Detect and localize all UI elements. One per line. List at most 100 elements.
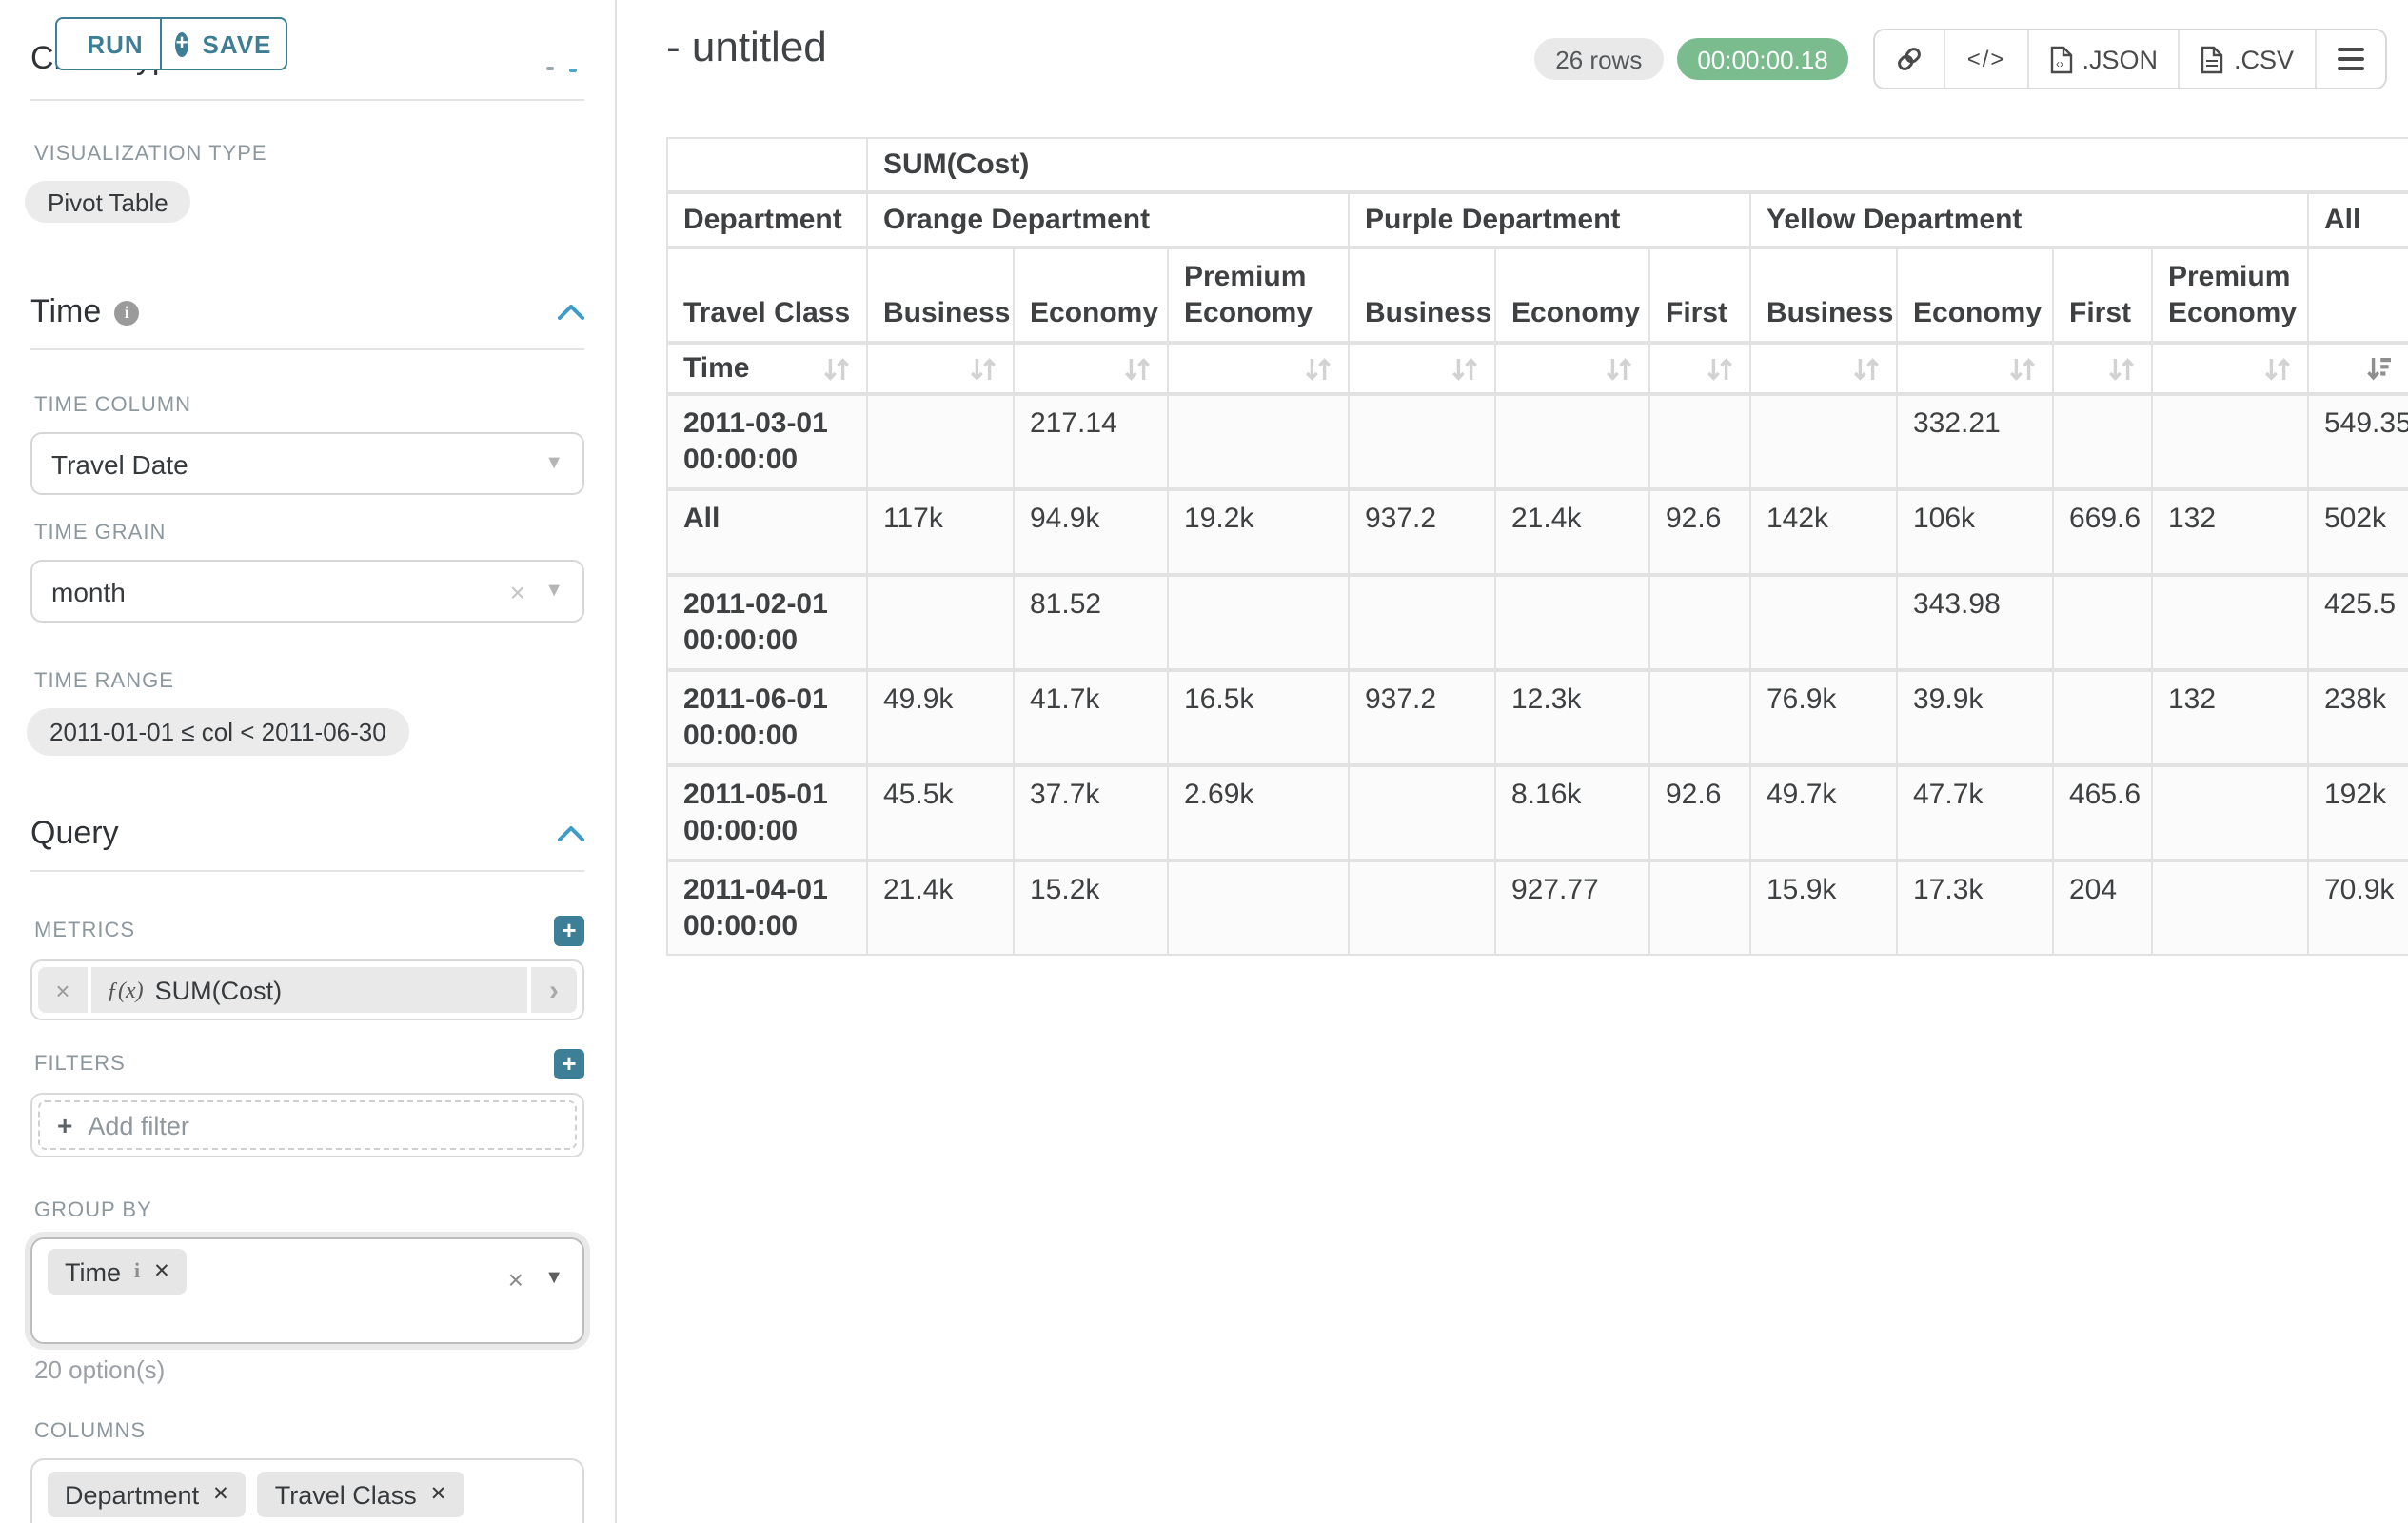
- sort-icon[interactable]: [969, 355, 997, 382]
- pivot-value-cell: 76.9k: [1751, 672, 1896, 763]
- pivot-value-cell: 37.7k: [1015, 767, 1167, 859]
- pivot-value-cell: 94.9k: [1015, 491, 1167, 573]
- pivot-value-cell: [1496, 577, 1648, 668]
- collapse-chevron-icon[interactable]: [558, 826, 584, 841]
- remove-tag-icon[interactable]: ✕: [153, 1260, 170, 1283]
- pivot-value-cell: 21.4k: [1496, 491, 1648, 573]
- pivot-value-cell: [1169, 396, 1348, 487]
- pivot-value-cell: [1650, 396, 1749, 487]
- more-menu-button[interactable]: [2315, 30, 2385, 88]
- time-section-header: Time i: [30, 293, 584, 331]
- pivot-value-cell: [2153, 577, 2307, 668]
- pivot-value-cell: 15.9k: [1751, 862, 1896, 954]
- pivot-value-cell: [1350, 862, 1494, 954]
- pivot-value-cell: [868, 396, 1013, 487]
- time-range-pill[interactable]: 2011-01-01 ≤ col < 2011-06-30: [27, 708, 409, 756]
- filters-label: FILTERS: [34, 1053, 126, 1076]
- export-csv-button[interactable]: .CSV: [2179, 30, 2315, 88]
- sort-icon[interactable]: [1605, 355, 1633, 382]
- run-button[interactable]: RUN: [55, 17, 162, 70]
- pivot-value-cell: 465.6: [2054, 767, 2151, 859]
- group-by-select[interactable]: Time i ✕ × ▼: [30, 1237, 584, 1344]
- svg-text:‹›: ‹›: [2055, 56, 2063, 69]
- columns-tag-department[interactable]: Department ✕: [48, 1472, 247, 1517]
- department-dimension-label-cell: Department: [668, 194, 866, 246]
- sort-header-cell: [1496, 345, 1648, 392]
- pivot-value-cell: [1751, 396, 1896, 487]
- pivot-value-cell: 132: [2153, 491, 2307, 573]
- row-header-cell: 2011-03-01 00:00:00: [668, 396, 866, 487]
- remove-metric-icon[interactable]: ×: [38, 967, 88, 1013]
- sort-header-cell: [1751, 345, 1896, 392]
- sort-icon[interactable]: [2008, 355, 2037, 382]
- pivot-value-cell: 502k: [2309, 491, 2408, 573]
- clear-icon[interactable]: ×: [510, 576, 525, 606]
- add-filter-button[interactable]: +: [554, 1049, 584, 1079]
- metrics-label: METRICS: [34, 920, 135, 942]
- sort-icon[interactable]: [2107, 355, 2136, 382]
- csv-file-icon: [2201, 45, 2224, 73]
- chevron-down-icon: ▼: [544, 1268, 563, 1289]
- chart-title[interactable]: - untitled: [666, 23, 827, 72]
- sort-icon[interactable]: [1451, 355, 1479, 382]
- superset-explore-app: Chart Type RUN + SAVE VISUALIZATION TYPE…: [0, 0, 2408, 1523]
- clipped-info-icon-artifact: [546, 67, 554, 70]
- pivot-value-cell: 2.69k: [1169, 767, 1348, 859]
- tag-label: Department: [65, 1480, 199, 1509]
- pivot-value-cell: 425.5: [2309, 577, 2408, 668]
- plus-icon: +: [57, 1110, 72, 1140]
- sort-header-cell: [1898, 345, 2052, 392]
- function-icon: ƒ(x): [107, 976, 144, 1004]
- filters-container: + Add filter: [30, 1093, 584, 1157]
- metric-name: SUM(Cost): [155, 976, 283, 1004]
- sort-header-cell: [1015, 345, 1167, 392]
- pivot-value-cell: [1650, 862, 1749, 954]
- pivot-value-cell: [1751, 577, 1896, 668]
- sort-icon[interactable]: [1706, 355, 1734, 382]
- pivot-value-cell: 937.2: [1350, 672, 1494, 763]
- time-row-header-cell: Time: [668, 345, 866, 392]
- sort-icon[interactable]: [822, 355, 851, 382]
- pivot-value-cell: [868, 577, 1013, 668]
- sort-icon[interactable]: [1304, 355, 1332, 382]
- query-section-header: Query: [30, 815, 584, 853]
- columns-label: COLUMNS: [34, 1420, 584, 1443]
- sort-icon[interactable]: [1852, 355, 1881, 382]
- columns-select[interactable]: Department ✕ Travel Class ✕ × ▼: [30, 1458, 584, 1523]
- pivot-value-cell: 332.21: [1898, 396, 2052, 487]
- time-column-select[interactable]: Travel Date ▼: [30, 432, 584, 495]
- travel-class-header-cell: [2309, 249, 2408, 341]
- pivot-value-cell: 117k: [868, 491, 1013, 573]
- info-icon[interactable]: i: [114, 300, 139, 325]
- time-grain-select[interactable]: month × ▼: [30, 560, 584, 623]
- export-json-button[interactable]: ‹› .JSON: [2026, 30, 2179, 88]
- pivot-value-cell: [1350, 577, 1494, 668]
- pivot-value-cell: 92.6: [1650, 491, 1749, 573]
- metric-item[interactable]: × ƒ(x) SUM(Cost) ›: [38, 967, 577, 1013]
- add-filter-dropzone[interactable]: + Add filter: [38, 1100, 577, 1150]
- viz-type-pill[interactable]: Pivot Table: [25, 181, 191, 223]
- save-button[interactable]: + SAVE: [162, 17, 287, 70]
- sort-icon[interactable]: [2263, 355, 2292, 382]
- run-button-label: RUN: [87, 30, 143, 58]
- pivot-value-cell: 49.9k: [868, 672, 1013, 763]
- link-icon: [1897, 46, 1924, 72]
- row-header-cell: 2011-04-01 00:00:00: [668, 862, 866, 954]
- collapse-chevron-icon[interactable]: [558, 305, 584, 320]
- pivot-value-cell: 217.14: [1015, 396, 1167, 487]
- pivot-value-cell: [2054, 577, 2151, 668]
- embed-code-button[interactable]: </>: [1944, 30, 2027, 88]
- copy-link-button[interactable]: [1876, 30, 1944, 88]
- clear-icon[interactable]: ×: [508, 1264, 523, 1295]
- sort-descending-icon[interactable]: [2366, 355, 2393, 382]
- sort-icon[interactable]: [1123, 355, 1152, 382]
- add-metric-button[interactable]: +: [554, 916, 584, 946]
- columns-tag-travel-class[interactable]: Travel Class ✕: [258, 1472, 464, 1517]
- chevron-right-icon[interactable]: ›: [531, 967, 577, 1013]
- info-icon[interactable]: i: [134, 1260, 140, 1283]
- group-by-tag-time[interactable]: Time i ✕: [48, 1249, 188, 1295]
- sort-header-cell: [2054, 345, 2151, 392]
- remove-tag-icon[interactable]: ✕: [430, 1483, 447, 1506]
- remove-tag-icon[interactable]: ✕: [212, 1483, 229, 1506]
- pivot-value-cell: 39.9k: [1898, 672, 2052, 763]
